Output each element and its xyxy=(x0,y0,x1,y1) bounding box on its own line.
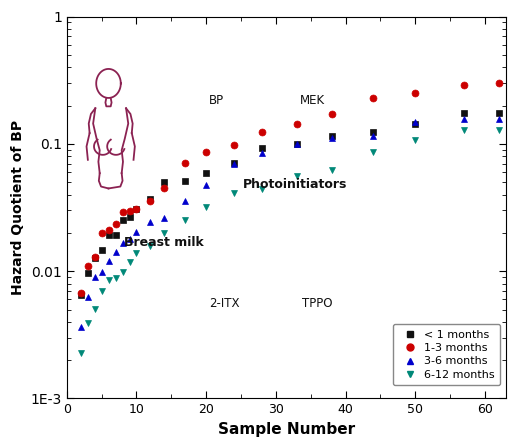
Text: Breast milk: Breast milk xyxy=(124,236,204,249)
Text: BP: BP xyxy=(208,95,224,108)
Y-axis label: Hazard Quotient of BP: Hazard Quotient of BP xyxy=(11,120,25,295)
X-axis label: Sample Number: Sample Number xyxy=(218,422,355,437)
Text: 2-ITX: 2-ITX xyxy=(209,297,240,310)
Text: Photoinitiators: Photoinitiators xyxy=(242,178,347,191)
Legend: < 1 months, 1-3 months, 3-6 months, 6-12 months: < 1 months, 1-3 months, 3-6 months, 6-12… xyxy=(393,324,500,385)
Text: MEK: MEK xyxy=(300,95,325,108)
Text: TPPO: TPPO xyxy=(302,297,332,310)
